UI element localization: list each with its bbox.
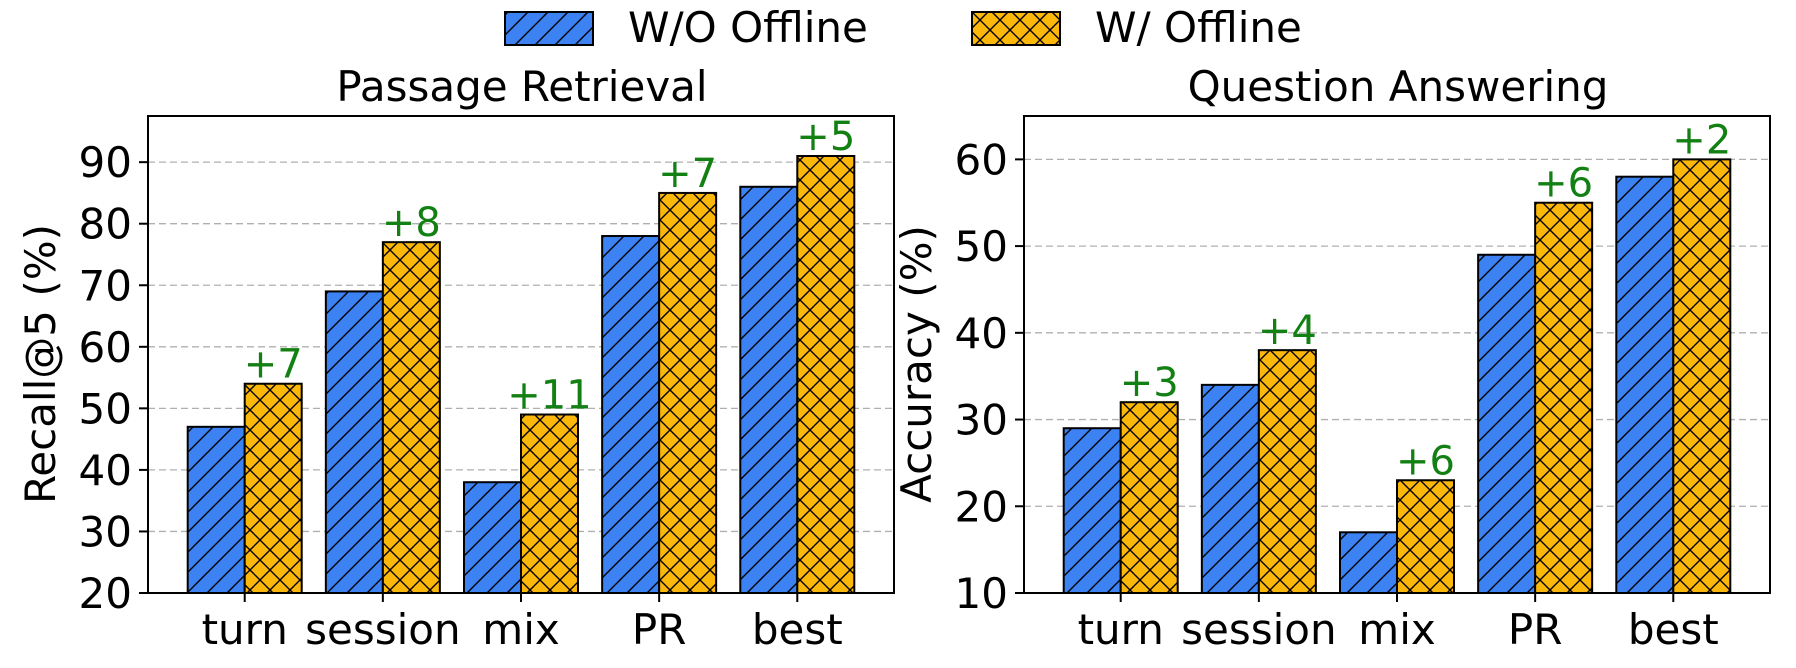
legend-swatch-hatch-without-offline	[504, 11, 594, 46]
x-tick-label: turn	[1078, 605, 1164, 654]
bar-hatch	[796, 155, 856, 595]
y-tick-label: 40	[79, 446, 132, 495]
delta-label: +7	[658, 151, 717, 197]
bar-hatch	[1534, 201, 1594, 595]
y-tick-label: 50	[79, 384, 132, 433]
x-tick-label: best	[752, 605, 843, 654]
bar-hatch	[1477, 253, 1537, 594]
legend-item-without-offline: W/O Offline	[504, 3, 868, 52]
bar-hatch	[1119, 401, 1179, 595]
y-axis-label: Accuracy (%)	[892, 225, 941, 503]
x-tick-label: mix	[1358, 605, 1435, 654]
y-tick-label: 30	[79, 507, 132, 556]
delta-label: +6	[1396, 438, 1455, 484]
x-tick-label: turn	[202, 605, 288, 654]
chart-title: Passage Retrieval	[336, 62, 707, 111]
passage-retrieval-chart: Passage Retrieval Recall@5 (%) 20 30 40 50 6…	[16, 62, 895, 654]
delta-label: +6	[1534, 161, 1593, 207]
bar-hatch	[324, 290, 384, 594]
x-tick-label: best	[1628, 605, 1719, 654]
y-tick-label: 20	[79, 569, 132, 618]
x-tick-label: PR	[632, 605, 687, 654]
bar-hatch	[739, 185, 799, 594]
bar-hatch	[658, 191, 718, 594]
legend: W/O Offline W/ Offline	[504, 3, 1302, 52]
bar-hatch	[1396, 479, 1455, 594]
x-tick-label: PR	[1508, 605, 1563, 654]
legend-swatch-hatch-with-offline	[971, 11, 1061, 46]
x-tick-label: session	[1181, 605, 1336, 654]
bar-hatch	[601, 235, 661, 594]
delta-label: +7	[244, 342, 303, 388]
bar-hatch	[1257, 349, 1317, 594]
bar-hatch	[186, 425, 246, 595]
x-tick-label: mix	[482, 605, 559, 654]
y-tick-label: 40	[955, 309, 1008, 358]
delta-label: +11	[507, 373, 591, 419]
delta-label: +4	[1258, 308, 1317, 354]
y-tick-label: 60	[79, 323, 132, 372]
delta-label: +8	[382, 200, 441, 246]
y-tick-label: 70	[79, 261, 132, 310]
bar-hatch	[381, 241, 441, 594]
chart-title: Question Answering	[1188, 62, 1609, 111]
y-tick-label: 50	[955, 222, 1008, 271]
y-axis-label: Recall@5 (%)	[16, 224, 65, 504]
legend-item-with-offline: W/ Offline	[971, 3, 1302, 52]
y-tick-label: 30	[955, 396, 1008, 445]
y-tick-label: 80	[79, 200, 132, 249]
bar-hatch	[243, 382, 303, 594]
bar-hatch	[1672, 158, 1732, 594]
bar-hatch	[463, 481, 522, 594]
y-tick-label: 60	[955, 135, 1008, 184]
question-answering-chart: Question Answering Accuracy (%) 10 20 30 40…	[892, 62, 1771, 654]
legend-label-without-offline: W/O Offline	[628, 3, 868, 52]
bar-hatch	[520, 413, 579, 594]
delta-label: +5	[796, 114, 855, 160]
bar-hatch	[1615, 175, 1675, 595]
bar-hatch	[1339, 531, 1398, 594]
legend-label-with-offline: W/ Offline	[1095, 3, 1302, 52]
delta-label: +2	[1672, 117, 1731, 163]
bar-hatch	[1062, 427, 1122, 594]
delta-label: +3	[1120, 360, 1179, 406]
bar-hatch	[1200, 383, 1260, 595]
y-tick-label: 20	[955, 482, 1008, 531]
y-tick-label: 10	[955, 569, 1008, 618]
x-tick-label: session	[305, 605, 460, 654]
y-tick-label: 90	[79, 138, 132, 187]
